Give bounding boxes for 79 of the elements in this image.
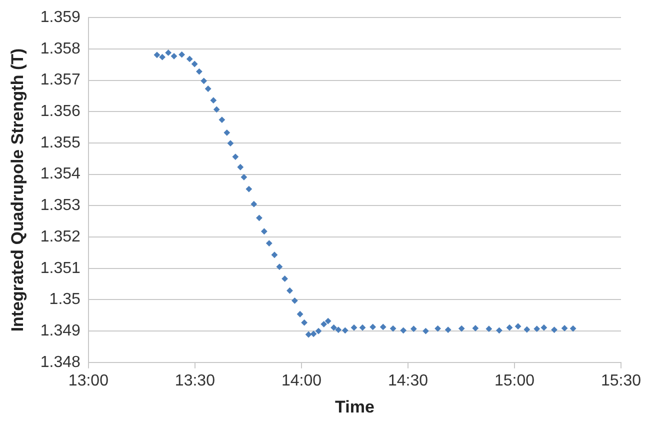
point [271, 252, 278, 258]
y-tick-label: 1.359 [40, 9, 81, 26]
y-tick-label: 1.351 [40, 260, 81, 277]
point [422, 328, 429, 334]
point [154, 52, 160, 58]
point [335, 326, 342, 333]
point [246, 186, 252, 192]
point [514, 323, 522, 330]
point [232, 154, 239, 160]
point [330, 324, 337, 331]
point [370, 324, 376, 330]
x-tick-label: 13:00 [68, 372, 109, 390]
x-tick-label: 14:30 [388, 372, 428, 390]
point [159, 54, 166, 60]
point [458, 325, 465, 332]
point [380, 324, 386, 330]
point [191, 60, 198, 68]
point [400, 327, 407, 334]
y-tick-label: 1.355 [40, 134, 81, 152]
point [266, 240, 272, 246]
point [561, 325, 568, 332]
y-tick-label: 1.352 [40, 228, 81, 246]
point [524, 326, 530, 333]
point [282, 276, 288, 282]
point [444, 326, 452, 333]
point [305, 331, 312, 338]
point [296, 310, 304, 318]
point [286, 287, 293, 294]
point [237, 164, 244, 170]
point [301, 319, 308, 326]
point [210, 97, 217, 104]
y-tick-label: 1.348 [40, 354, 81, 371]
point [256, 214, 262, 222]
point [276, 264, 283, 270]
point [486, 326, 492, 332]
y-tick-label: 1.354 [40, 166, 81, 183]
point [320, 320, 328, 328]
point [240, 174, 248, 180]
x-tick-label: 15:00 [494, 372, 535, 390]
point [292, 297, 298, 304]
point [170, 52, 178, 60]
point [534, 326, 540, 332]
point [213, 106, 220, 113]
y-tick-label: 1.356 [40, 103, 81, 120]
y-tick-label: 1.353 [40, 197, 81, 214]
y-tick-label: 1.349 [40, 322, 81, 340]
x-tick-label: 13:30 [174, 372, 216, 390]
point [218, 116, 226, 123]
point [410, 326, 417, 332]
point [506, 324, 513, 331]
point [472, 325, 479, 332]
point [570, 325, 576, 332]
point [496, 327, 502, 334]
point [165, 50, 172, 56]
point [186, 56, 193, 62]
y-tick-label: 1.358 [40, 40, 81, 58]
point [342, 327, 348, 334]
y-axis-title: Integrated Quadrupole Strength (T) [8, 48, 27, 332]
point [224, 129, 230, 136]
point [540, 324, 548, 331]
point [200, 78, 208, 84]
point [178, 51, 186, 58]
y-tick-label: 1.357 [40, 72, 81, 89]
point [250, 200, 258, 208]
point [315, 328, 322, 334]
point [310, 330, 317, 338]
point [434, 325, 441, 332]
x-tick-label: 15:30 [600, 372, 642, 390]
y-tick-label: 1.35 [49, 291, 81, 308]
point [260, 228, 268, 235]
x-axis-title: Time [335, 397, 374, 416]
point [324, 318, 332, 324]
x-tick-label: 14:00 [281, 372, 322, 390]
point [359, 324, 366, 331]
point [390, 325, 396, 332]
point [227, 140, 234, 146]
point [204, 86, 212, 92]
point [551, 326, 558, 333]
point [350, 324, 358, 331]
